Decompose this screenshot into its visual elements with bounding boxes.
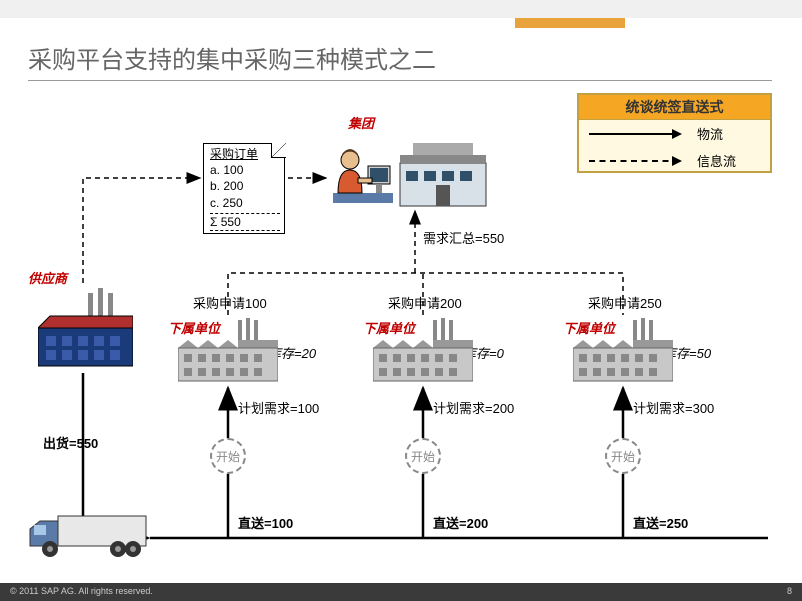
legend-row-dashed: 信息流 — [579, 147, 770, 174]
legend-dashed-label: 信息流 — [697, 151, 736, 170]
order-title: 采购订单 — [210, 146, 280, 162]
slide: 采购平台支持的集中采购三种模式之二 统谈统签直送式 物流 信息流 — [0, 18, 802, 601]
start-node: 开始 — [405, 438, 441, 474]
slide-title: 采购平台支持的集中采购三种模式之二 — [28, 40, 436, 75]
purchase-order-box: 采购订单 a. 100 b. 200 c. 250 Σ 550 — [203, 143, 285, 234]
order-line-a: a. 100 — [210, 162, 280, 178]
person-at-desk-icon — [328, 138, 398, 208]
unit-plan: 计划需求=100 — [238, 398, 319, 417]
group-label: 集团 — [348, 113, 374, 132]
page-number: 8 — [787, 586, 792, 598]
factory-icon — [178, 318, 278, 383]
supplier-building-icon — [38, 288, 133, 368]
unit-plan: 计划需求=200 — [433, 398, 514, 417]
copyright: © 2011 SAP AG. All rights reserved. — [10, 586, 153, 598]
order-line-b: b. 200 — [210, 178, 280, 194]
window-topbar — [0, 0, 802, 18]
title-underline — [28, 80, 772, 81]
order-total: Σ 550 — [210, 213, 280, 231]
unit-apply: 采购申请100 — [193, 293, 267, 312]
unit-apply: 采购申请200 — [388, 293, 462, 312]
supplier-label: 供应商 — [28, 268, 67, 287]
unit-deliver: 直送=100 — [238, 513, 293, 532]
diagram-canvas: 统谈统签直送式 物流 信息流 — [28, 93, 772, 563]
unit-deliver: 直送=200 — [433, 513, 488, 532]
ship-out-label: 出货=550 — [43, 433, 98, 452]
start-node: 开始 — [210, 438, 246, 474]
arrow-solid-icon — [589, 127, 689, 141]
legend-solid-label: 物流 — [697, 124, 723, 143]
hq-building-icon — [398, 143, 488, 208]
truck-icon — [28, 511, 148, 561]
footer: © 2011 SAP AG. All rights reserved. 8 — [0, 583, 802, 601]
accent-bar — [515, 18, 625, 28]
legend-box: 统谈统签直送式 物流 信息流 — [577, 93, 772, 173]
factory-icon — [373, 318, 473, 383]
order-line-c: c. 250 — [210, 195, 280, 211]
legend-row-solid: 物流 — [579, 120, 770, 147]
factory-icon — [573, 318, 673, 383]
unit-apply: 采购申请250 — [588, 293, 662, 312]
legend-title: 统谈统签直送式 — [579, 95, 770, 120]
unit-deliver: 直送=250 — [633, 513, 688, 532]
arrow-dashed-icon — [589, 154, 689, 168]
demand-sum-label: 需求汇总=550 — [423, 228, 504, 247]
unit-plan: 计划需求=300 — [633, 398, 714, 417]
start-node: 开始 — [605, 438, 641, 474]
